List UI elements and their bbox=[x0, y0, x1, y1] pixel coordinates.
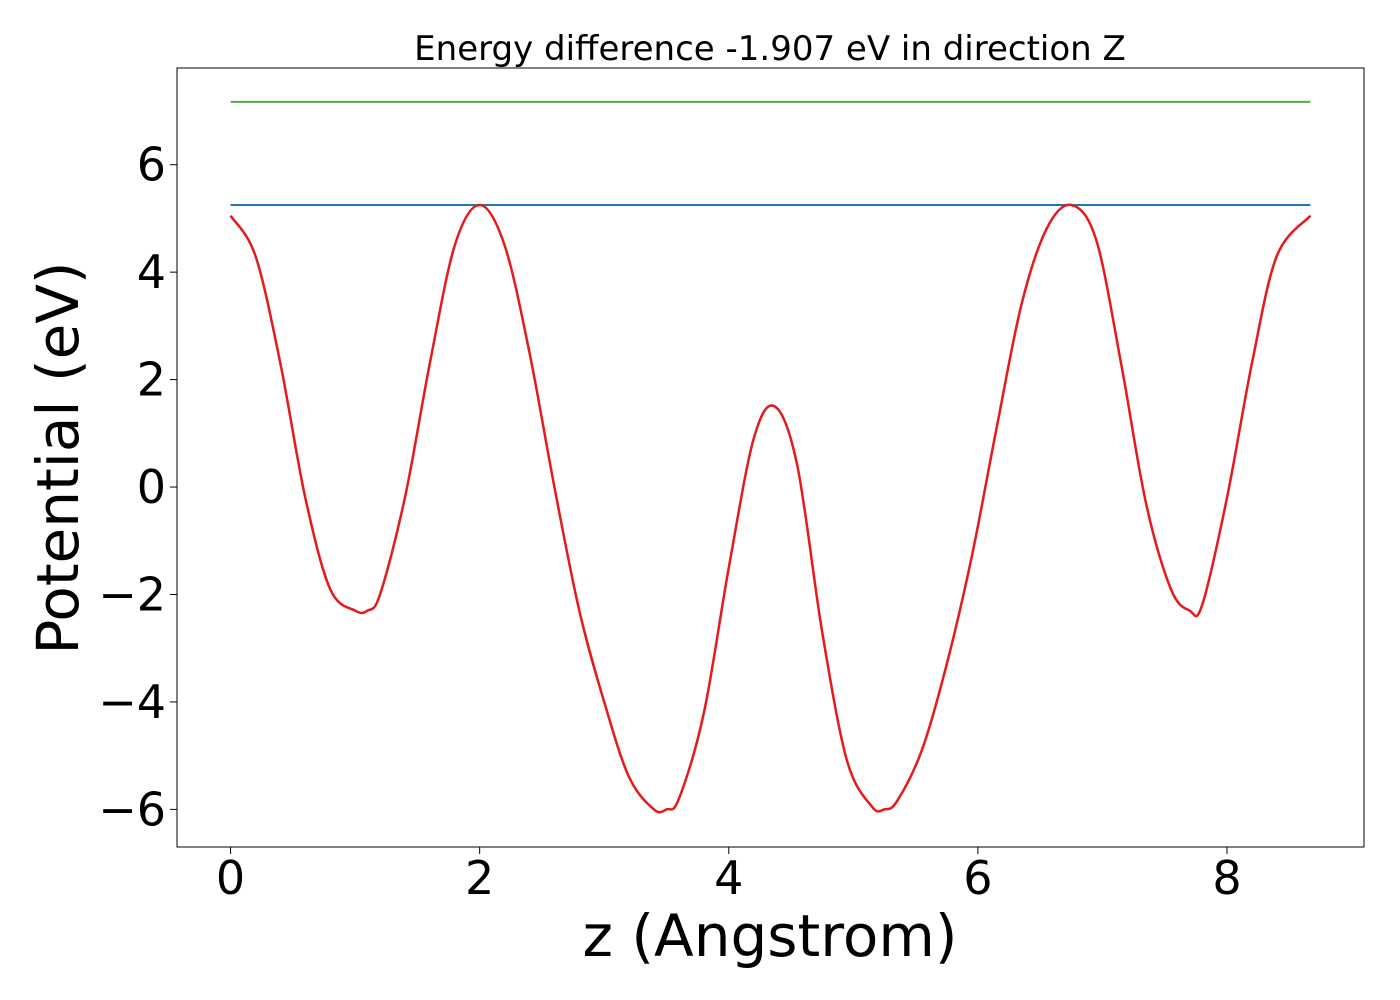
y-tick-label: −2 bbox=[98, 567, 166, 621]
series-layer bbox=[229, 100, 1312, 814]
y-tick-label: 0 bbox=[137, 460, 166, 514]
x-axis-label: z (Angstrom) bbox=[583, 902, 958, 970]
x-tick-label: 6 bbox=[963, 851, 992, 905]
x-tick-label: 4 bbox=[714, 851, 743, 905]
x-tick-label: 8 bbox=[1212, 851, 1241, 905]
x-tick-label: 0 bbox=[216, 851, 245, 905]
plot-area bbox=[176, 67, 1365, 848]
y-tick-label: 6 bbox=[137, 138, 166, 192]
x-tick-label: 2 bbox=[465, 851, 494, 905]
chart-title: Energy difference -1.907 eV in direction… bbox=[414, 29, 1126, 69]
y-tick-label: 4 bbox=[137, 245, 166, 299]
plot-frame bbox=[176, 67, 1365, 848]
plot-background bbox=[177, 68, 1364, 847]
y-tick-label: 2 bbox=[137, 353, 166, 407]
y-axis-label: Potential (eV) bbox=[24, 261, 92, 654]
y-tick-label: −4 bbox=[98, 675, 166, 729]
series-line-planar-average-potential bbox=[229, 203, 1312, 814]
y-tick-label: −6 bbox=[98, 782, 166, 836]
y-axis: −6 −4 −2 0 2 4 6 bbox=[98, 138, 177, 836]
x-axis: 0 2 4 6 8 bbox=[216, 847, 1242, 905]
